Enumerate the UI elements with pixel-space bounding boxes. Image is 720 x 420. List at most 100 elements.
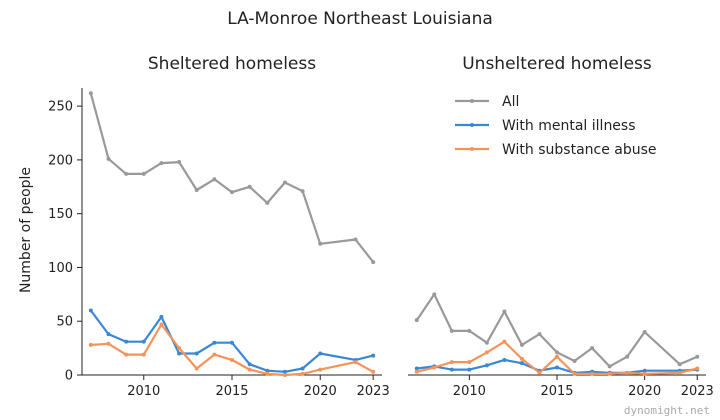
- x-tick-label: 2010: [127, 384, 160, 399]
- data-point: [247, 184, 252, 189]
- data-point: [124, 339, 129, 344]
- data-point: [353, 360, 358, 365]
- x-tick-label: 2010: [453, 384, 486, 399]
- data-point: [318, 241, 323, 246]
- data-point: [537, 370, 542, 375]
- data-point: [467, 360, 472, 365]
- x-tick-label: 2020: [628, 384, 661, 399]
- legend-entry-with-substance-abuse: With substance abuse: [455, 142, 657, 158]
- data-point: [414, 369, 419, 374]
- data-point: [502, 339, 507, 344]
- data-point: [432, 365, 437, 370]
- data-point: [141, 171, 146, 176]
- data-point: [194, 188, 199, 193]
- data-point: [106, 341, 111, 346]
- data-point: [449, 328, 454, 333]
- data-point: [642, 329, 647, 334]
- series-with-mental-illness: [414, 357, 700, 375]
- legend: All With mental illness With substance abu…: [455, 94, 657, 158]
- data-point: [106, 156, 111, 161]
- data-point: [247, 362, 252, 367]
- data-point: [537, 332, 542, 337]
- data-point: [519, 342, 524, 347]
- y-tick-label: 0: [65, 369, 73, 384]
- data-point: [555, 350, 559, 355]
- data-point: [159, 161, 164, 166]
- data-point: [371, 353, 376, 358]
- figure-title: LA-Monroe Northeast Louisiana: [227, 9, 493, 29]
- watermark: dynomight.net: [624, 404, 710, 417]
- data-point: [607, 364, 612, 369]
- legend-label: All: [502, 94, 519, 110]
- y-axis-label: Number of people: [18, 167, 34, 293]
- data-point: [159, 314, 164, 319]
- data-point: [353, 237, 358, 242]
- data-point: [449, 367, 454, 372]
- data-point: [484, 340, 489, 345]
- data-point: [371, 369, 376, 374]
- x-tick-label: 2023: [357, 384, 390, 399]
- data-point: [432, 292, 437, 297]
- data-point: [484, 350, 489, 355]
- legend-entry-all: All: [455, 94, 519, 110]
- data-point: [414, 318, 419, 323]
- data-point: [230, 357, 234, 362]
- series-line: [415, 293, 699, 368]
- data-point: [265, 368, 270, 373]
- y-tick-label: 250: [48, 100, 73, 115]
- x-tick-label: 2015: [215, 384, 248, 399]
- data-point: [502, 357, 507, 362]
- data-point: [282, 373, 287, 377]
- data-point: [677, 370, 682, 375]
- data-point: [607, 371, 612, 376]
- data-point: [414, 366, 419, 371]
- series-line: [89, 323, 375, 377]
- data-point: [88, 342, 93, 347]
- data-point: [300, 189, 305, 194]
- legend-label: With substance abuse: [502, 142, 657, 158]
- data-point: [695, 366, 700, 371]
- data-point: [642, 371, 647, 376]
- data-point: [282, 369, 287, 374]
- data-point: [141, 352, 146, 357]
- y-tick-label: 50: [56, 315, 73, 330]
- data-point: [177, 346, 182, 351]
- y-tick-label: 200: [48, 153, 73, 168]
- data-point: [177, 160, 182, 165]
- data-point: [177, 351, 182, 356]
- data-point: [642, 368, 647, 373]
- series-line: [415, 340, 699, 375]
- data-point: [519, 361, 524, 366]
- data-point: [572, 359, 577, 364]
- y-tick-label: 150: [48, 207, 73, 222]
- legend-marker: [470, 147, 474, 151]
- data-point: [265, 371, 270, 376]
- data-point: [625, 370, 630, 375]
- data-point: [502, 309, 507, 314]
- data-point: [371, 260, 376, 265]
- legend-marker: [470, 99, 474, 103]
- data-point: [519, 356, 524, 361]
- data-point: [318, 367, 323, 372]
- data-point: [106, 332, 111, 337]
- data-point: [590, 371, 595, 376]
- data-point: [230, 190, 234, 195]
- panel-title: Unsheltered homeless: [462, 54, 652, 74]
- data-point: [88, 91, 93, 96]
- data-point: [625, 354, 630, 359]
- data-point: [194, 366, 199, 371]
- data-point: [247, 367, 252, 372]
- y-tick-label: 100: [48, 261, 73, 276]
- series-line: [415, 358, 699, 374]
- data-point: [318, 351, 323, 356]
- series-line: [89, 92, 375, 264]
- data-point: [467, 328, 472, 333]
- unsheltered-panel: Unsheltered homeless 2010 2015 2020 2023: [408, 54, 714, 399]
- legend-entry-with-mental-illness: With mental illness: [455, 118, 636, 134]
- data-point: [265, 200, 270, 205]
- data-point: [212, 177, 217, 182]
- data-point: [212, 352, 217, 357]
- data-point: [467, 367, 472, 372]
- data-point: [572, 371, 577, 376]
